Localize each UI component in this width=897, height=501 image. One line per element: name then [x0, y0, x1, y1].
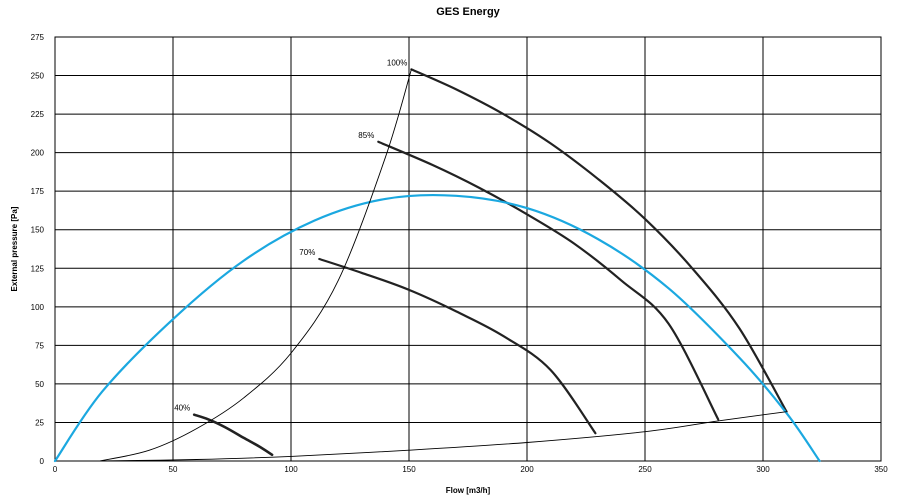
system-curve: [53, 193, 821, 463]
curve-label: 85%: [358, 131, 374, 140]
x-tick-label: 200: [520, 465, 534, 474]
chart-title: GES Energy: [436, 6, 500, 18]
curve-label: 40%: [174, 404, 190, 413]
x-tick-label: 350: [874, 465, 888, 474]
y-tick-label: 50: [35, 380, 44, 389]
y-tick-label: 25: [35, 418, 44, 427]
y-tick-label: 75: [35, 341, 44, 350]
tick-layer: 0 50 100 150 200 250 300 350 0 25 50 75 100 125 150 175…: [31, 33, 889, 474]
max-boundary-curve: [99, 68, 412, 462]
y-tick-label: 250: [31, 72, 45, 81]
y-tick-label: 225: [31, 110, 45, 119]
series-layer: [53, 68, 821, 463]
y-tick-label: 100: [31, 303, 45, 312]
fan-curve-40: [192, 413, 274, 457]
fan-curve-85: [377, 140, 720, 421]
x-tick-label: 100: [284, 465, 298, 474]
y-tick-label: 175: [31, 187, 45, 196]
fan-curve-70: [318, 257, 597, 435]
y-axis-label: External pressure [Pa]: [10, 206, 19, 291]
x-tick-label: 250: [638, 465, 652, 474]
x-tick-label: 50: [169, 465, 178, 474]
grid-layer: [54, 36, 882, 462]
x-tick-label: 300: [756, 465, 770, 474]
fan-curve-100: [410, 68, 788, 413]
min-boundary-curve: [99, 411, 788, 462]
y-tick-label: 275: [31, 33, 45, 42]
y-tick-label: 0: [40, 457, 45, 466]
y-tick-label: 125: [31, 264, 45, 273]
label-layer: 100% 85% 70% 40%: [174, 58, 407, 412]
curve-label: 70%: [299, 248, 315, 257]
x-axis-label: Flow [m3/h]: [446, 486, 491, 495]
y-tick-label: 200: [31, 149, 45, 158]
curve-label: 100%: [387, 58, 407, 67]
x-tick-label: 0: [53, 465, 58, 474]
plot-frame: [54, 36, 882, 462]
x-tick-label: 150: [402, 465, 416, 474]
y-tick-label: 150: [31, 226, 45, 235]
